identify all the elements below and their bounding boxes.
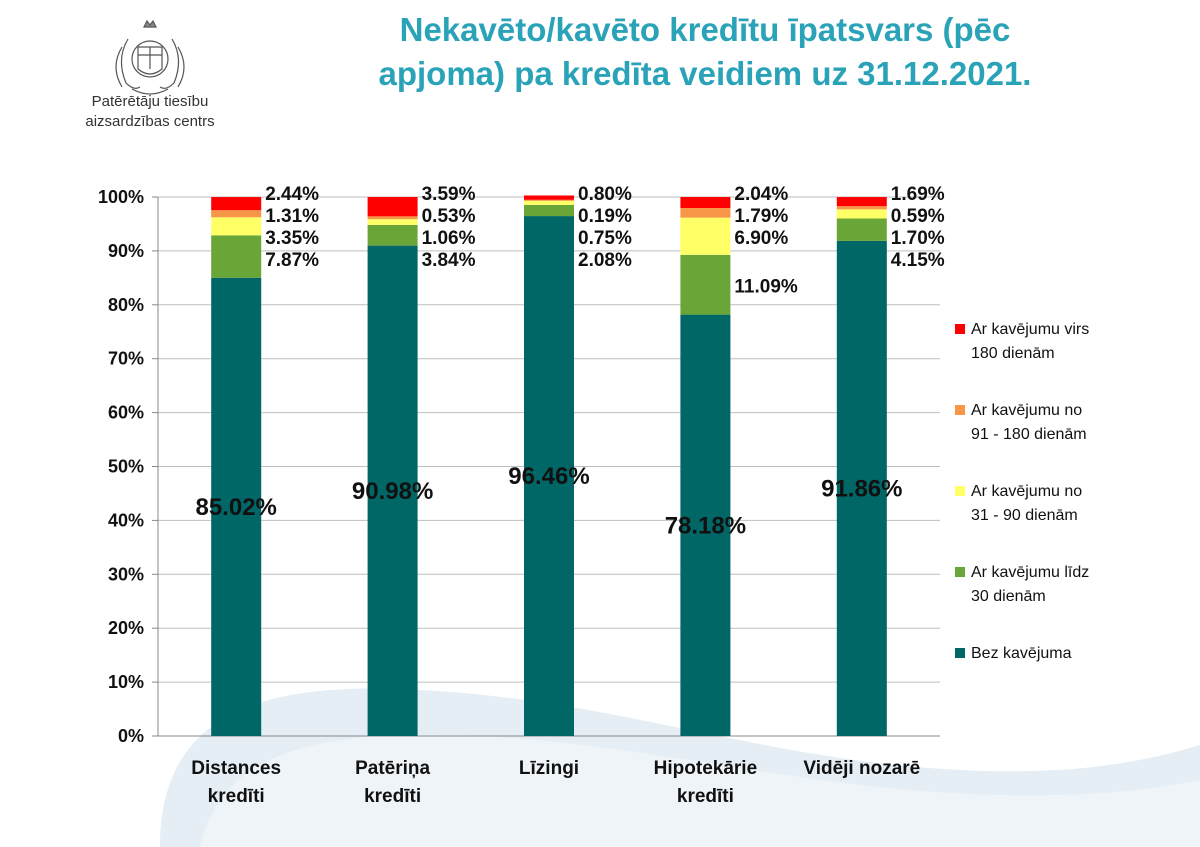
legend-label-line: Ar kavējumu no <box>971 483 1083 500</box>
bar-segment <box>367 245 418 736</box>
x-tick-label: Patēriņa <box>355 758 430 779</box>
data-label: 2.08% <box>578 250 632 271</box>
data-label: 1.31% <box>265 206 319 227</box>
data-label: 3.84% <box>422 250 476 271</box>
data-label: 0.75% <box>578 228 632 249</box>
legend-label-line: 180 dienām <box>971 345 1055 362</box>
data-label: 1.06% <box>422 228 476 249</box>
data-label: 1.69% <box>891 184 945 205</box>
legend-swatch <box>955 486 965 496</box>
data-label: 90.98% <box>352 478 433 505</box>
legend-label: Ar kavējumu līdz 30 dienām <box>971 561 1151 609</box>
data-label: 11.09% <box>734 277 797 298</box>
title-line-2: apjoma) pa kredīta veidiem uz 31.12.2021… <box>378 55 1032 92</box>
org-line-1: Patērētāju tiesību <box>91 93 209 110</box>
bar-segment <box>836 240 887 736</box>
legend-swatch <box>955 405 965 415</box>
bar-segment <box>836 209 887 219</box>
legend-swatch <box>955 648 965 658</box>
y-tick-label: 80% <box>108 295 144 315</box>
legend-label: Ar kavējumu no 31 - 90 dienām <box>971 480 1151 528</box>
page-title: Nekavēto/kavēto kredītu īpatsvars (pēc a… <box>240 8 1170 96</box>
bar-segment <box>211 217 262 236</box>
legend-swatch <box>955 324 965 334</box>
legend-label-line: Ar kavējumu no <box>971 402 1083 419</box>
x-tick-label: Līzingi <box>519 758 579 779</box>
y-tick-label: 10% <box>108 672 144 692</box>
x-tick-label: kredīti <box>208 786 265 807</box>
bar-segment <box>680 254 731 315</box>
data-label: 85.02% <box>195 494 276 521</box>
data-label: 6.90% <box>734 228 788 249</box>
legend-label-line: Ar kavējumu līdz <box>971 564 1090 581</box>
data-label: 2.44% <box>265 184 319 205</box>
bar-segment <box>367 197 418 217</box>
legend-label-line: 30 dienām <box>971 588 1046 605</box>
data-label: 78.18% <box>665 512 746 539</box>
legend-label-line: 91 - 180 dienām <box>971 426 1087 443</box>
y-tick-label: 30% <box>108 564 144 584</box>
legend-label: Bez kavējuma <box>971 642 1151 666</box>
bar-segment <box>367 216 418 220</box>
y-tick-label: 70% <box>108 349 144 369</box>
data-label: 7.87% <box>265 250 319 271</box>
bar-segment <box>524 216 574 737</box>
x-tick-label: kredīti <box>364 786 421 807</box>
y-tick-label: 90% <box>108 241 144 261</box>
y-tick-label: 100% <box>98 187 144 207</box>
bar-segment <box>211 210 262 218</box>
bar-segment <box>211 277 262 736</box>
data-label: 3.35% <box>265 228 319 249</box>
bar-segment <box>680 207 731 218</box>
data-label: 3.59% <box>422 184 476 205</box>
data-label: 0.19% <box>578 206 632 227</box>
legend-label-line: Ar kavējumu virs <box>971 321 1090 338</box>
y-tick-label: 40% <box>108 510 144 530</box>
x-tick-label: Distances <box>191 758 281 779</box>
legend-label: Ar kavējumu no 91 - 180 dienām <box>971 399 1151 447</box>
x-tick-label: Vidēji nozarē <box>803 758 920 779</box>
data-label: 1.70% <box>891 228 945 249</box>
y-tick-label: 60% <box>108 403 144 423</box>
y-tick-label: 20% <box>108 618 144 638</box>
data-label: 2.04% <box>734 184 788 205</box>
bar-segment <box>524 199 574 201</box>
bar-segment <box>524 200 574 205</box>
x-tick-label: Hipotekārie <box>654 758 757 779</box>
data-label: 0.59% <box>891 206 945 227</box>
data-label: 0.80% <box>578 184 632 205</box>
data-label: 1.79% <box>734 206 788 227</box>
title-line-1: Nekavēto/kavēto kredītu īpatsvars (pēc <box>399 11 1011 48</box>
bar-segment <box>680 314 731 736</box>
bar-segment <box>211 197 262 211</box>
bar-segment <box>524 204 574 217</box>
data-label: 4.15% <box>891 250 945 271</box>
coat-of-arms-logo <box>115 19 185 95</box>
legend-label-line: 31 - 90 dienām <box>971 507 1078 524</box>
bar-segment <box>836 197 887 207</box>
organization-name: Patērētāju tiesību aizsardzības centrs <box>60 92 240 132</box>
data-label: 0.53% <box>422 206 476 227</box>
bar-segment <box>836 206 887 210</box>
bar-segment <box>836 218 887 241</box>
bar-segment <box>367 224 418 246</box>
x-tick-label: kredīti <box>677 786 734 807</box>
legend-label: Ar kavējumu virs 180 dienām <box>971 318 1151 366</box>
bar-segment <box>680 197 731 208</box>
bar-segment <box>524 195 574 200</box>
y-tick-label: 50% <box>108 457 144 477</box>
legend-swatch <box>955 567 965 577</box>
y-tick-label: 0% <box>118 726 144 746</box>
bar-segment <box>680 217 731 255</box>
bar-segment <box>367 219 418 225</box>
org-line-2: aizsardzības centrs <box>85 113 215 130</box>
data-label: 96.46% <box>508 463 589 490</box>
bar-segment <box>211 235 262 278</box>
legend-label-line: Bez kavējuma <box>971 645 1072 662</box>
data-label: 91.86% <box>821 475 902 502</box>
